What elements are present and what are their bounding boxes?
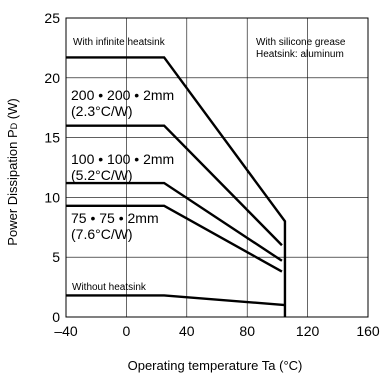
y-axis-title: Power Dissipation PD (W) <box>5 98 20 245</box>
label-200-resistance: (2.3°C/W) <box>71 103 133 119</box>
plot-frame <box>65 17 369 318</box>
x-tick-label: 160 <box>356 323 380 339</box>
label-heatsink-aluminum: Heatsink: aluminum <box>256 49 344 60</box>
y-tick-label: 5 <box>52 249 60 265</box>
series-line <box>66 181 283 262</box>
label-75-size: 75 • 75 • 2mm <box>71 210 159 226</box>
x-axis-title: Operating temperature Ta (°C) <box>128 358 303 373</box>
series-line <box>66 124 283 247</box>
hs200-label-bg <box>69 87 171 119</box>
hs75-label-bg <box>69 210 164 242</box>
label-infinite-heatsink: With infinite heatsink <box>73 37 166 48</box>
data-series <box>66 56 287 317</box>
x-tick-label: 120 <box>296 323 320 339</box>
infinite-label-bg <box>69 34 167 48</box>
x-tick-label: 40 <box>179 323 195 339</box>
series-line <box>66 204 283 273</box>
label-100-size: 100 • 100 • 2mm <box>71 151 174 167</box>
y-tick-label: 15 <box>44 130 60 146</box>
y-tick-labels: 0 5 10 15 20 25 <box>44 10 60 325</box>
x-tick-label: 80 <box>239 323 255 339</box>
x-tick-label: 0 <box>123 323 131 339</box>
without-label-bg <box>69 279 157 293</box>
label-without-heatsink: Without heatsink <box>72 282 147 293</box>
label-200-size: 200 • 200 • 2mm <box>71 87 174 103</box>
grid-lines <box>66 18 368 317</box>
x-tick-labels: –40 0 40 80 120 160 <box>54 323 380 339</box>
y-tick-label: 10 <box>44 189 60 205</box>
series-line <box>66 294 286 307</box>
x-tick-label: –40 <box>54 323 78 339</box>
y-tick-label: 20 <box>44 70 60 86</box>
series-line <box>66 56 287 317</box>
label-silicone-grease: With silicone grease <box>256 37 346 48</box>
grease-label-bg <box>250 34 362 62</box>
y-tick-label: 0 <box>52 309 60 325</box>
hs100-label-bg <box>69 151 171 183</box>
label-100-resistance: (5.2°C/W) <box>71 167 133 183</box>
label-75-resistance: (7.6°C/W) <box>71 226 133 242</box>
y-tick-label: 25 <box>44 10 60 26</box>
